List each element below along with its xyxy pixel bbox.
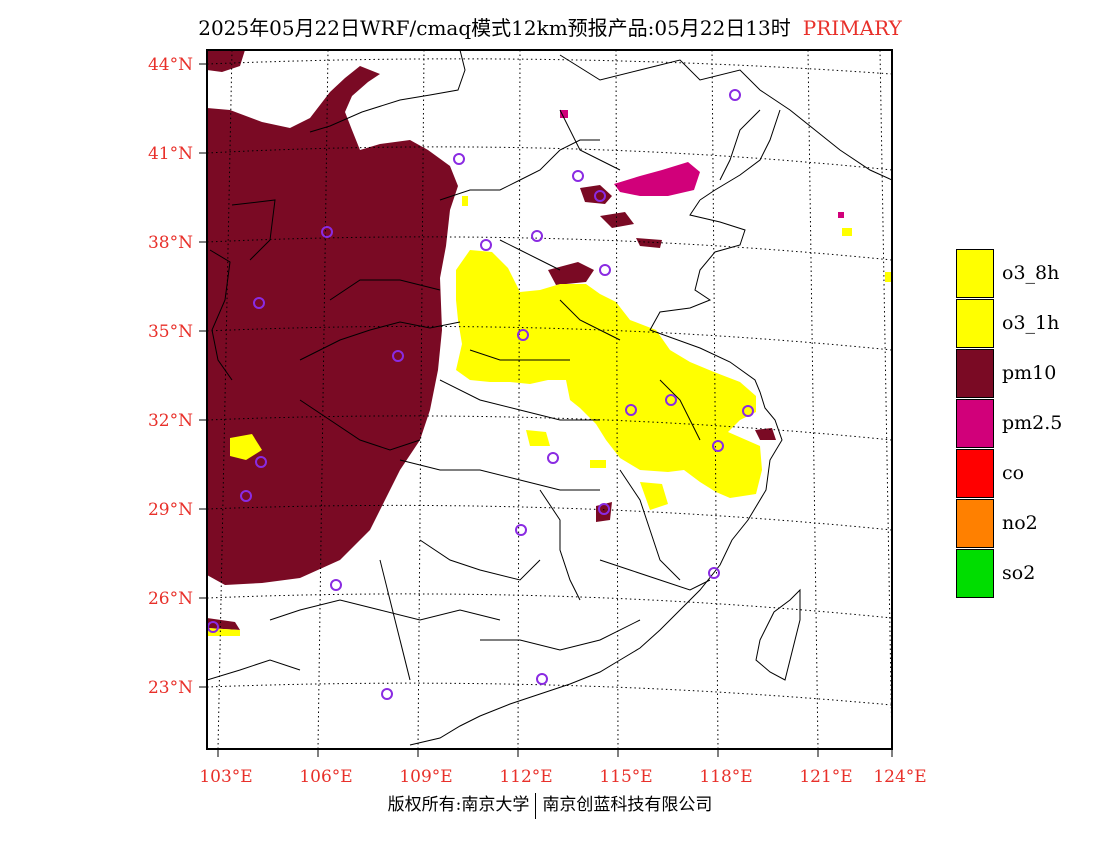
legend-item-co: co [956, 449, 1096, 499]
lon-label: 121°E [799, 767, 852, 787]
station-marker [665, 394, 677, 406]
legend: o3_8h o3_1h pm10 pm2.5 co no2 so2 [956, 249, 1096, 599]
lon-label: 124°E [873, 767, 926, 787]
station-marker [515, 524, 527, 536]
station-marker [381, 688, 393, 700]
station-marker [598, 503, 610, 515]
title-primary-tag: PRIMARY [802, 16, 902, 40]
lon-label: 109°E [399, 767, 452, 787]
title-main: 2025年05月22日WRF/cmaq模式12km预报产品:05月22日13时 [198, 16, 791, 40]
boundary-lines [207, 50, 892, 746]
legend-label: pm10 [1002, 362, 1057, 384]
legend-item-o3-8h: o3_8h [956, 249, 1096, 299]
station-marker [729, 89, 741, 101]
legend-label: pm2.5 [1002, 412, 1063, 434]
station-marker [255, 456, 267, 468]
lat-label: 38°N [148, 233, 193, 253]
station-marker [547, 452, 559, 464]
legend-swatch [956, 349, 994, 398]
station-marker [742, 405, 754, 417]
copyright-left: 版权所有:南京大学 [387, 795, 530, 815]
legend-swatch [956, 449, 994, 498]
map-frame-border [206, 49, 893, 750]
legend-item-pm10: pm10 [956, 349, 1096, 399]
graticule [207, 50, 892, 749]
legend-swatch [956, 549, 994, 598]
pm25-regions [560, 110, 844, 218]
legend-swatch [956, 499, 994, 548]
legend-item-no2: no2 [956, 499, 1096, 549]
legend-item-o3-1h: o3_1h [956, 299, 1096, 349]
station-marker [594, 190, 606, 202]
lat-label: 44°N [148, 55, 193, 75]
station-marker [572, 170, 584, 182]
lat-label: 41°N [148, 144, 193, 164]
legend-label: so2 [1002, 562, 1036, 584]
station-marker [712, 440, 724, 452]
latitude-labels: 44°N 41°N 38°N 35°N 32°N 29°N 26°N 23°N [148, 55, 193, 698]
lat-label: 32°N [148, 411, 193, 431]
station-marker [625, 404, 637, 416]
station-marker [599, 264, 611, 276]
tick-marks [199, 63, 893, 757]
copyright-footer: 版权所有:南京大学 南京创蓝科技有限公司 [0, 790, 1100, 819]
legend-swatch [956, 299, 994, 348]
o3-regions [207, 196, 892, 636]
station-marker [240, 490, 252, 502]
station-marker [321, 226, 333, 238]
station-marker [330, 579, 342, 591]
lon-label: 112°E [499, 767, 552, 787]
lon-label: 106°E [299, 767, 352, 787]
station-marker [708, 567, 720, 579]
station-marker [480, 239, 492, 251]
legend-label: o3_1h [1002, 312, 1060, 334]
station-marker [517, 329, 529, 341]
lat-label: 23°N [148, 678, 193, 698]
legend-label: no2 [1002, 512, 1038, 534]
lon-label: 115°E [599, 767, 652, 787]
lon-label: 103°E [199, 767, 252, 787]
station-marker [392, 350, 404, 362]
legend-item-pm25: pm2.5 [956, 399, 1096, 449]
lon-label: 118°E [699, 767, 752, 787]
legend-label: co [1002, 462, 1025, 484]
station-marker [453, 153, 465, 165]
station-marker [253, 297, 265, 309]
longitude-labels: 103°E 106°E 109°E 112°E 115°E 118°E 121°… [199, 767, 926, 787]
legend-item-so2: so2 [956, 549, 1096, 599]
station-marker [536, 673, 548, 685]
map-title: 2025年05月22日WRF/cmaq模式12km预报产品:05月22日13时 P… [0, 12, 1100, 41]
legend-swatch [956, 399, 994, 448]
copyright-right: 南京创蓝科技有限公司 [542, 795, 713, 815]
legend-swatch [956, 249, 994, 298]
legend-label: o3_8h [1002, 262, 1060, 284]
lat-label: 29°N [148, 500, 193, 520]
lat-label: 35°N [148, 322, 193, 342]
footer-separator [535, 792, 537, 819]
lat-label: 26°N [148, 589, 193, 609]
station-marker [531, 230, 543, 242]
